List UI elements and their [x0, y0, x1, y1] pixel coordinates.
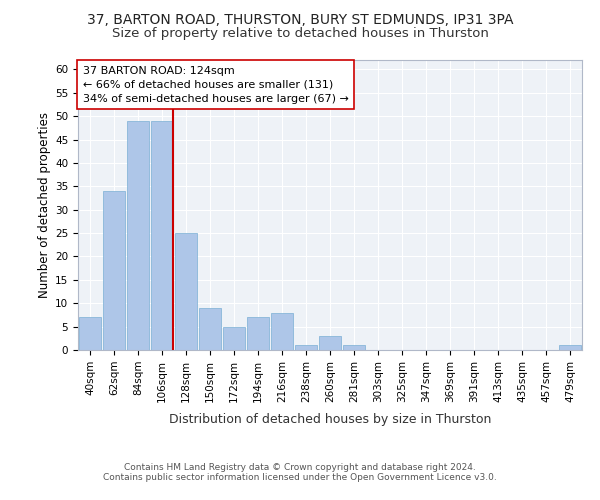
Bar	[343, 346, 365, 350]
Text: Contains HM Land Registry data © Crown copyright and database right 2024.
Contai: Contains HM Land Registry data © Crown c…	[103, 462, 497, 482]
Bar	[223, 326, 245, 350]
Text: 37, BARTON ROAD, THURSTON, BURY ST EDMUNDS, IP31 3PA: 37, BARTON ROAD, THURSTON, BURY ST EDMUN…	[87, 12, 513, 26]
Bar	[79, 318, 101, 350]
Bar	[127, 121, 149, 350]
Text: Distribution of detached houses by size in Thurston: Distribution of detached houses by size …	[169, 412, 491, 426]
Bar	[559, 346, 581, 350]
Text: Size of property relative to detached houses in Thurston: Size of property relative to detached ho…	[112, 28, 488, 40]
Bar	[295, 346, 317, 350]
Y-axis label: Number of detached properties: Number of detached properties	[38, 112, 51, 298]
Bar	[247, 318, 269, 350]
Bar	[199, 308, 221, 350]
Text: 37 BARTON ROAD: 124sqm
← 66% of detached houses are smaller (131)
34% of semi-de: 37 BARTON ROAD: 124sqm ← 66% of detached…	[83, 66, 349, 104]
Bar	[175, 233, 197, 350]
Bar	[319, 336, 341, 350]
Bar	[151, 121, 173, 350]
Bar	[271, 312, 293, 350]
Bar	[103, 191, 125, 350]
